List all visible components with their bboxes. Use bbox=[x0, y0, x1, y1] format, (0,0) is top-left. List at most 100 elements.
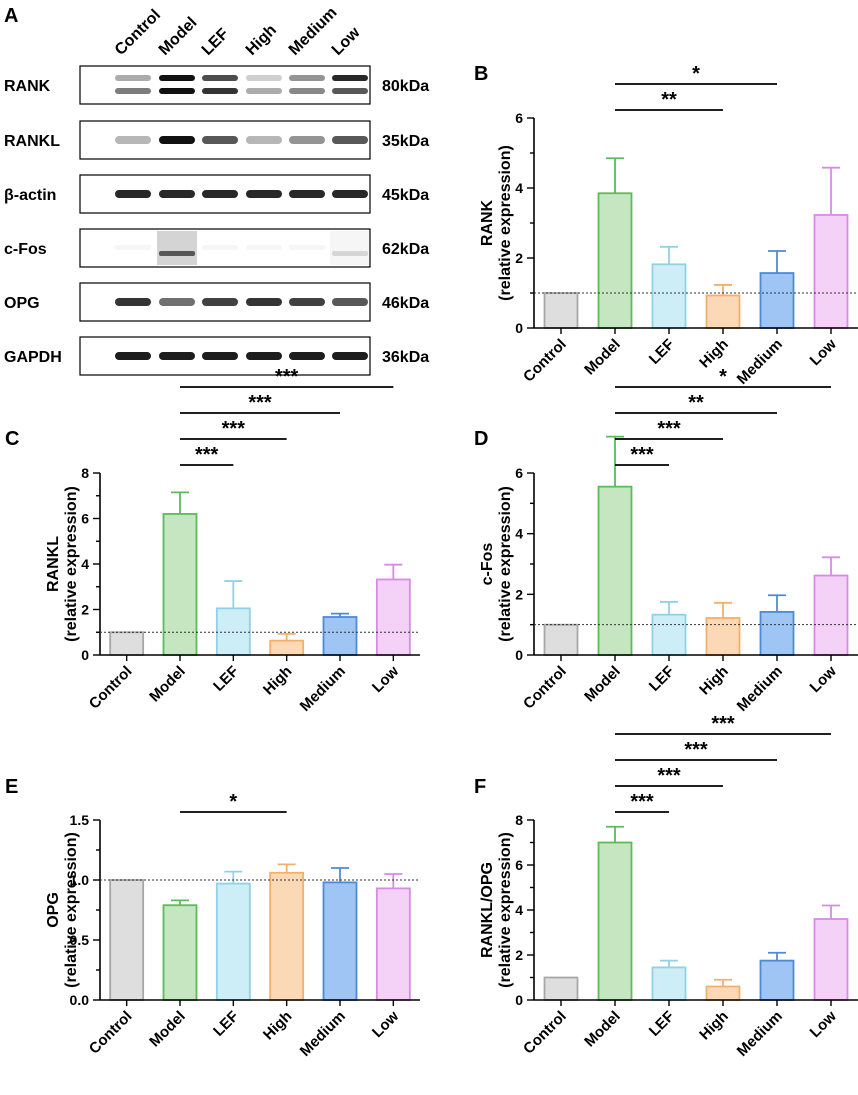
bar-low bbox=[813, 214, 849, 329]
blot-band bbox=[159, 352, 195, 360]
significance-label: *** bbox=[711, 713, 735, 735]
significance-label: *** bbox=[222, 418, 246, 440]
x-tick-label-medium: Medium bbox=[734, 663, 786, 715]
x-tick-label-control: Control bbox=[520, 663, 570, 713]
blot-band bbox=[332, 75, 368, 81]
significance-label: *** bbox=[657, 418, 681, 440]
blot-row-c-fos: c-Fos 62kDa bbox=[4, 228, 429, 268]
x-tick-label-lef: LEF bbox=[646, 336, 678, 368]
bar-high bbox=[269, 639, 305, 656]
blot-band bbox=[289, 298, 325, 306]
blot-band bbox=[202, 352, 238, 360]
x-tick-label-low: Low bbox=[369, 663, 402, 696]
bar-high bbox=[269, 871, 305, 1001]
x-tick-label-control: Control bbox=[520, 1008, 570, 1058]
bar-high bbox=[705, 985, 741, 1001]
blot-band bbox=[332, 251, 368, 256]
y-axis-title: c-Fos bbox=[479, 543, 496, 586]
x-tick-label-high: High bbox=[696, 1008, 732, 1044]
blot-protein-label: RANK bbox=[4, 78, 51, 95]
y-axis-title: RANK bbox=[479, 199, 496, 246]
y-axis-title: RANKL bbox=[45, 536, 62, 592]
x-tick-label-model: Model bbox=[581, 1008, 624, 1051]
bar-lef bbox=[651, 263, 687, 329]
blot-band bbox=[115, 245, 151, 250]
significance-label: *** bbox=[684, 739, 708, 761]
bar-lef bbox=[215, 882, 251, 1001]
bar-lef bbox=[651, 613, 687, 656]
blot-band bbox=[159, 75, 195, 81]
blot-lane-label-model: Model bbox=[156, 14, 201, 59]
panel-b-chart: B 0 2 4 6 RANK (relative expression) Control Mod… bbox=[474, 63, 858, 388]
blot-kda-label: 35kDa bbox=[382, 133, 429, 150]
x-tick-label-low: Low bbox=[807, 663, 840, 696]
panel-letter-f: F bbox=[474, 776, 486, 798]
blot-band bbox=[202, 75, 238, 81]
blot-band bbox=[159, 251, 195, 256]
blot-band bbox=[159, 298, 195, 306]
x-tick-label-medium: Medium bbox=[734, 1008, 786, 1060]
blot-band bbox=[246, 298, 282, 306]
panel-letter-b: B bbox=[474, 63, 488, 85]
blot-band bbox=[246, 75, 282, 81]
blot-protein-label: GAPDH bbox=[4, 349, 62, 366]
blot-band bbox=[332, 298, 368, 306]
bar-model bbox=[162, 513, 198, 656]
blot-band bbox=[246, 352, 282, 360]
significance-label: *** bbox=[630, 444, 654, 466]
blot-kda-label: 36kDa bbox=[382, 349, 429, 366]
blot-protein-label: RANKL bbox=[4, 133, 60, 150]
y-tick-label: 0 bbox=[515, 647, 523, 663]
y-tick-label: 2 bbox=[515, 947, 523, 963]
bar-control bbox=[543, 976, 579, 1001]
blot-band bbox=[289, 136, 325, 144]
x-tick-label-high: High bbox=[696, 663, 732, 699]
blot-band bbox=[115, 136, 151, 144]
bar-medium bbox=[759, 272, 795, 329]
significance-label: *** bbox=[275, 366, 299, 388]
y-tick-label: 6 bbox=[81, 511, 89, 527]
blot-lane-label-lef: LEF bbox=[199, 25, 233, 59]
bar-model bbox=[597, 841, 633, 1001]
blot-row-opg: OPG 46kDa bbox=[4, 282, 429, 322]
y-tick-label: 1.0 bbox=[70, 872, 90, 888]
y-tick-label: 2 bbox=[515, 586, 523, 602]
panel-e-chart: E 0.0 0.5 1.0 1.5 OPG (relative expression) Con… bbox=[5, 776, 420, 1060]
blot-row-gapdh: GAPDH 36kDa bbox=[4, 336, 429, 376]
blot-band bbox=[202, 245, 238, 250]
blot-kda-label: 45kDa bbox=[382, 187, 429, 204]
x-tick-label-control: Control bbox=[86, 1008, 136, 1058]
significance-label: ** bbox=[661, 89, 677, 111]
y-tick-label: 6 bbox=[515, 465, 523, 481]
blot-band bbox=[159, 88, 195, 94]
bar-model bbox=[597, 485, 633, 656]
blot-band bbox=[246, 190, 282, 198]
blot-row--actin: β-actin 45kDa bbox=[4, 174, 429, 214]
bar-high bbox=[705, 294, 741, 329]
blot-band bbox=[115, 298, 151, 306]
significance-label: * bbox=[229, 791, 237, 813]
bar-control bbox=[109, 879, 145, 1001]
y-tick-label: 4 bbox=[515, 526, 523, 542]
bar-low bbox=[813, 918, 849, 1001]
x-tick-label-model: Model bbox=[146, 1008, 189, 1051]
significance-label: * bbox=[692, 63, 700, 85]
x-tick-label-high: High bbox=[260, 663, 296, 699]
y-tick-label: 1.5 bbox=[70, 812, 90, 828]
x-tick-label-model: Model bbox=[581, 663, 624, 706]
y-tick-label: 4 bbox=[515, 180, 523, 196]
bar-model bbox=[162, 904, 198, 1001]
blot-kda-label: 62kDa bbox=[382, 241, 429, 258]
bar-low bbox=[813, 574, 849, 656]
blot-protein-label: β-actin bbox=[4, 187, 56, 204]
blot-protein-label: c-Fos bbox=[4, 241, 47, 258]
blot-band bbox=[332, 136, 368, 144]
x-tick-label-low: Low bbox=[807, 1008, 840, 1041]
x-tick-label-lef: LEF bbox=[210, 663, 242, 695]
bar-low bbox=[375, 578, 411, 656]
bar-control bbox=[543, 623, 579, 656]
significance-label: *** bbox=[657, 765, 681, 787]
y-tick-label: 6 bbox=[515, 857, 523, 873]
y-axis-title: OPG bbox=[45, 892, 62, 928]
